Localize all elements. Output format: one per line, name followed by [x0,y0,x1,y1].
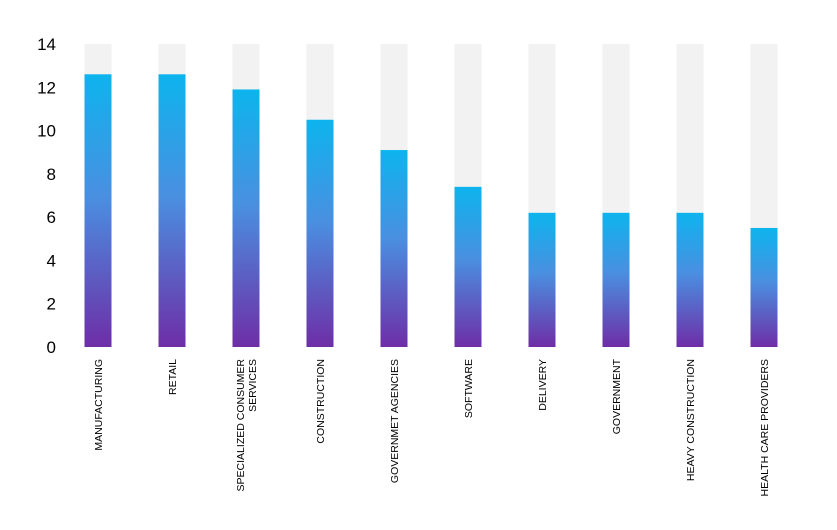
bars [84,74,778,348]
bar [380,150,408,347]
bar [454,186,482,347]
x-tick-label-line: HEAVY CONSTRUCTION [685,359,697,481]
x-tick-label: DELIVERY [537,359,549,411]
x-tick-label: HEALTH CARE PROVIDERS [759,359,771,497]
x-tick-label: MANUFACTURING [93,359,105,451]
bar [84,74,112,348]
x-axis: MANUFACTURING RETAIL SPECIALIZED CONSUMER S… [93,358,771,496]
x-tick-label: CONSTRUCTION [315,359,327,444]
y-tick-label: 10 [37,122,56,141]
bar [158,74,186,348]
y-tick-label: 2 [47,295,56,314]
x-tick-label-line: GOVERNMET AGENCIES [389,359,401,483]
y-tick-label: 12 [37,78,56,97]
x-tick-label-line: HEALTH CARE PROVIDERS [759,359,771,497]
y-tick-label: 6 [47,208,56,227]
x-tick-label: SOFTWARE [463,359,475,418]
x-tick-label-line: SOFTWARE [463,359,475,418]
y-axis: 0 2 4 6 8 10 12 14 [37,35,56,357]
x-tick-label-line: GOVERNMENT [611,358,623,434]
x-tick-label: RETAIL [167,359,179,395]
y-tick-label: 4 [47,251,56,270]
bar [750,227,778,347]
x-tick-label: GOVERNMET AGENCIES [389,359,401,483]
bar [602,212,630,347]
bar-tracks [84,44,778,347]
x-tick-label-line: MANUFACTURING [93,359,105,451]
x-tick-label: SPECIALIZED CONSUMER SERVICES [235,359,259,492]
x-tick-label-line: RETAIL [167,359,179,395]
y-tick-label: 8 [47,165,56,184]
x-tick-label-line: SPECIALIZED CONSUMER [235,359,247,492]
x-tick-label: GOVERNMENT [611,358,623,434]
bar [528,212,556,347]
bar [306,119,334,347]
bar [676,212,704,347]
x-tick-label-line: SERVICES [247,359,259,412]
y-tick-label: 0 [47,338,56,357]
x-tick-label-line: CONSTRUCTION [315,359,327,444]
y-tick-label: 14 [37,35,56,54]
bar [232,89,260,347]
x-tick-label: HEAVY CONSTRUCTION [685,359,697,481]
x-tick-label-line: DELIVERY [537,359,549,411]
